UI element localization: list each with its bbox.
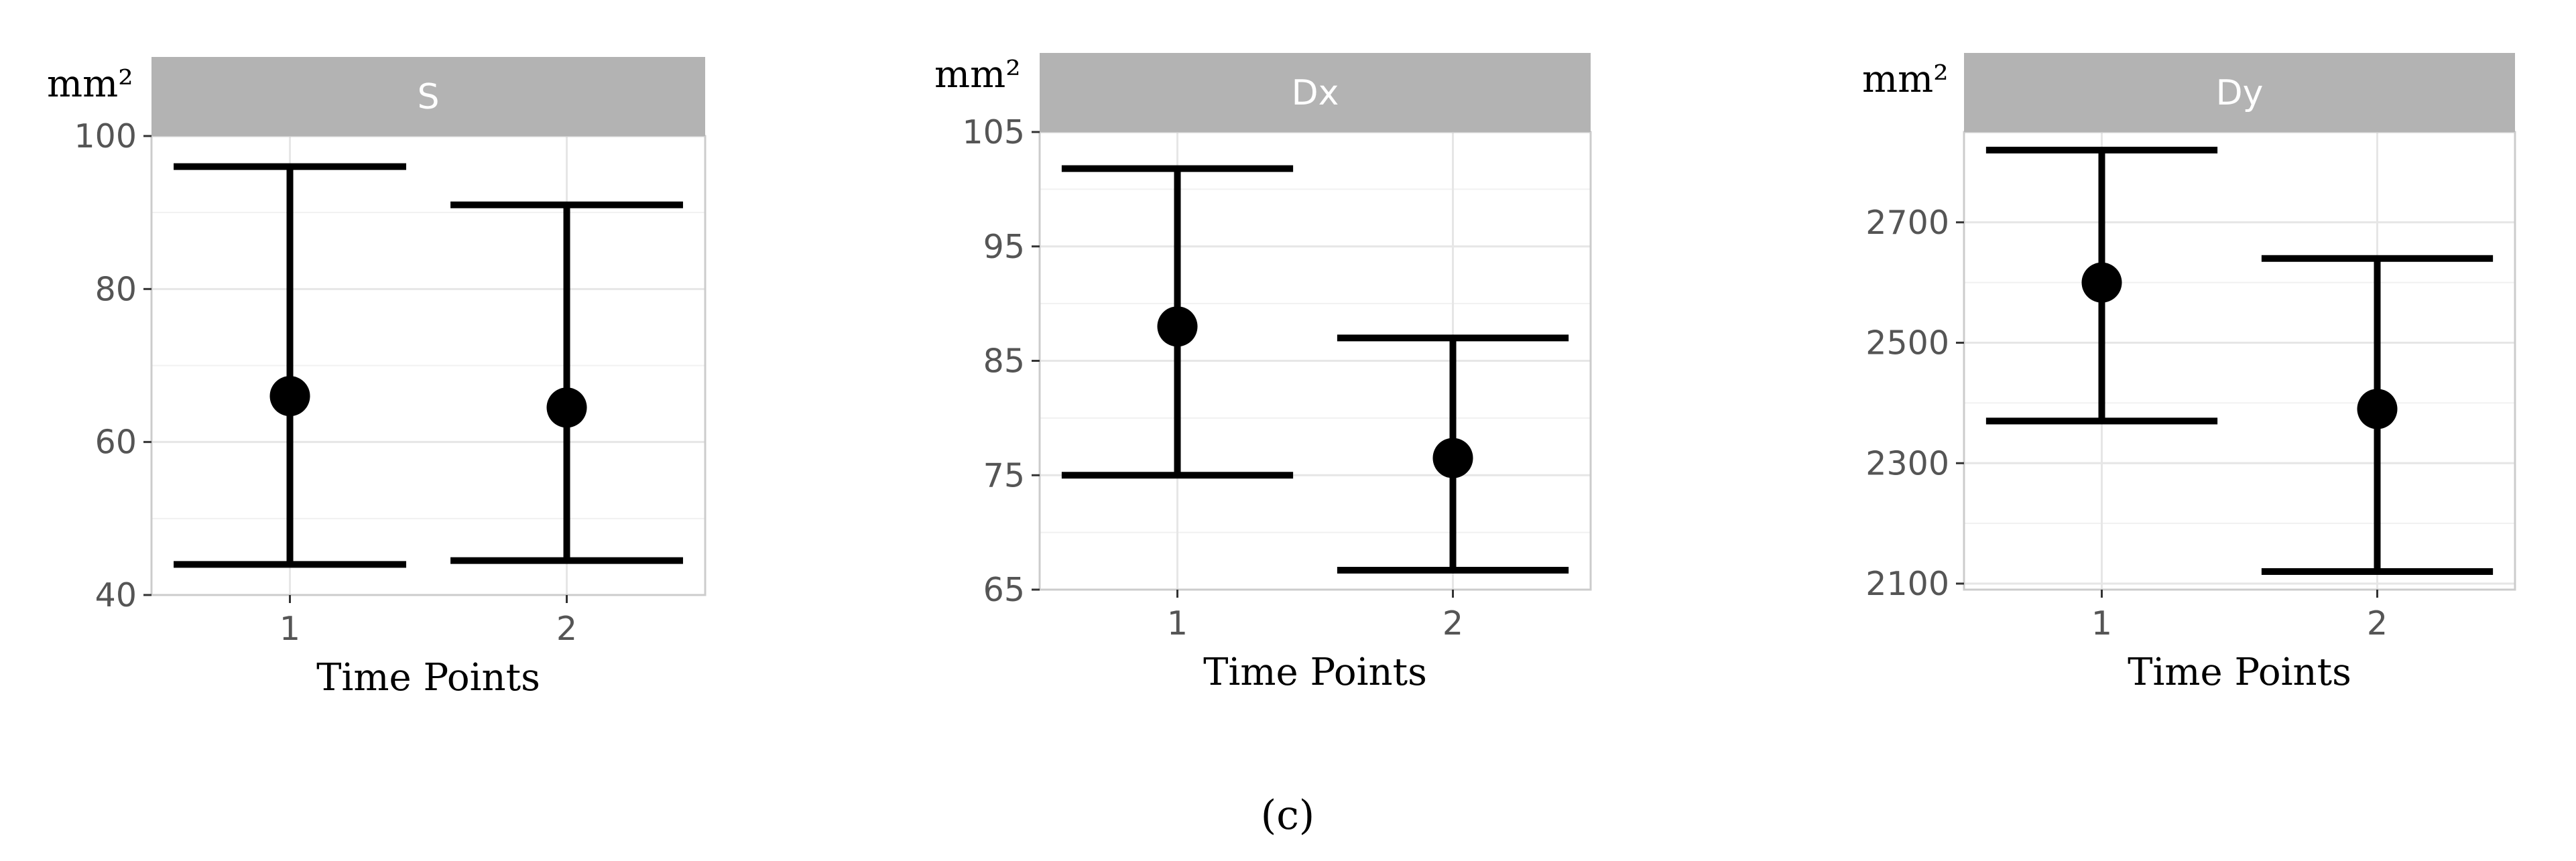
x-tick-label: 1 [2091, 604, 2112, 643]
mean-point [1157, 306, 1198, 347]
y-tick-label: 2300 [1865, 444, 1949, 482]
y-axis-unit-label: mm² [47, 62, 133, 106]
y-tick-label: 60 [95, 423, 137, 462]
y-tick-label: 105 [962, 113, 1025, 151]
y-tick-label: 40 [95, 576, 137, 614]
y-tick-label: 100 [74, 117, 137, 155]
panel-strip [1964, 53, 2515, 132]
x-tick-label: 1 [280, 610, 300, 648]
x-tick-label: 2 [2367, 604, 2388, 643]
y-tick-label: 95 [983, 228, 1025, 266]
y-tick-label: 85 [983, 342, 1025, 381]
chart-panel: Dx mm² 65 75 85 95 105 1 2 Time Points [934, 53, 1592, 694]
x-tick-label: 1 [1167, 604, 1188, 643]
y-tick-label: 2500 [1865, 324, 1949, 362]
x-axis-title: Time Points [2128, 651, 2351, 694]
mean-point [269, 376, 310, 417]
mean-point [1432, 438, 1473, 478]
x-tick-label: 2 [1443, 604, 1463, 643]
figure-caption: (c) [1261, 792, 1314, 839]
y-axis-unit-label: mm² [1862, 58, 1949, 101]
y-tick-label: 2700 [1865, 204, 1949, 242]
mean-point [546, 387, 587, 428]
chart-panel: Dy mm² 2100 2300 2500 2700 1 2 Time Points [1862, 53, 2516, 694]
panel-strip [1040, 53, 1591, 132]
y-tick-label: 2100 [1865, 565, 1949, 603]
mean-point [2357, 389, 2398, 429]
y-tick-label: 80 [95, 270, 137, 308]
x-axis-title: Time Points [1203, 651, 1427, 694]
panel-title: Dx [1292, 73, 1339, 113]
y-tick-label: 75 [983, 456, 1025, 494]
panel-strip [151, 57, 705, 136]
panel-title: S [417, 77, 439, 117]
y-tick-label: 65 [983, 571, 1025, 609]
plot-background [1964, 132, 2515, 590]
panel-title: Dy [2216, 73, 2264, 113]
mean-point [2081, 262, 2122, 303]
y-axis-unit-label: mm² [934, 53, 1021, 96]
x-axis-title: Time Points [316, 656, 540, 700]
x-tick-label: 2 [556, 610, 577, 648]
